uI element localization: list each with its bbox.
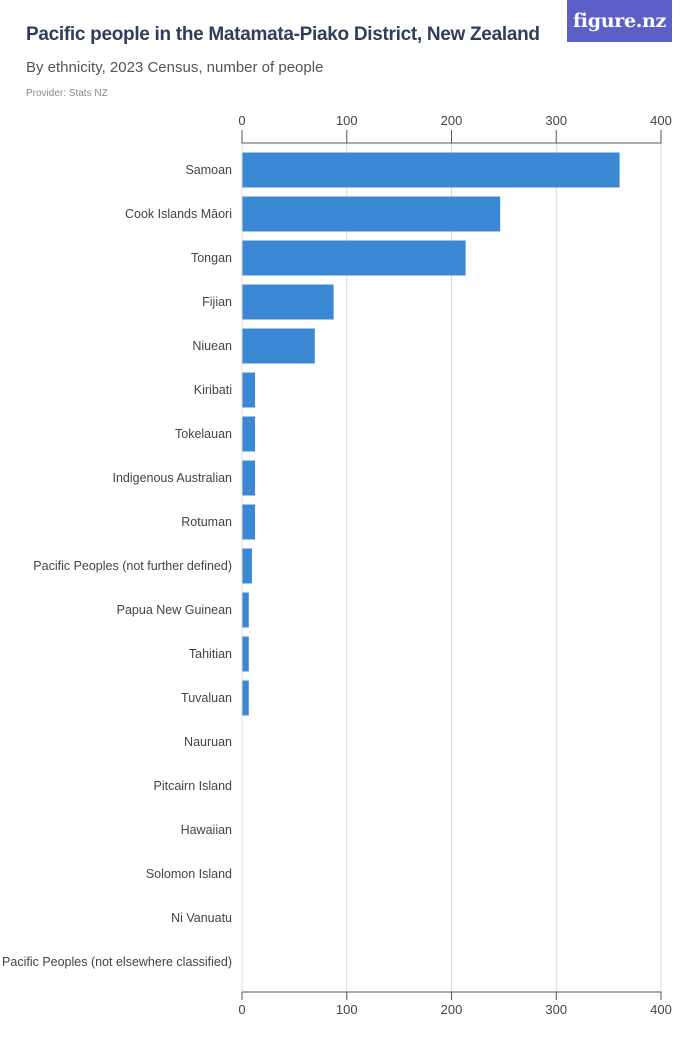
category-label: Ni Vanuatu (171, 911, 232, 925)
bottom-tick-label: 100 (336, 1002, 358, 1017)
top-tick-label: 100 (336, 113, 358, 128)
category-label: Papua New Guinean (117, 603, 232, 617)
category-labels: Samoan Cook Islands Māori Tongan Fijian Niue… (2, 163, 232, 969)
top-tick-label: 400 (650, 113, 672, 128)
category-label: Hawaiian (181, 823, 232, 837)
category-label: Niuean (192, 339, 232, 353)
category-label: Tongan (191, 251, 232, 265)
category-label: Pacific Peoples (not further defined) (33, 559, 232, 573)
bar-cook-islands-m-ori[interactable] (242, 196, 501, 232)
bar-pacific-peoples-not-further-defined[interactable] (242, 548, 252, 584)
bar-rotuman[interactable] (242, 504, 256, 540)
bar-tongan[interactable] (242, 240, 466, 276)
top-tick-label: 0 (238, 113, 245, 128)
category-label: Cook Islands Māori (125, 207, 232, 221)
bar-tahitian[interactable] (242, 636, 249, 672)
bar-papua-new-guinean[interactable] (242, 592, 249, 628)
category-label: Fijian (202, 295, 232, 309)
category-label: Rotuman (181, 515, 232, 529)
bottom-tick-label: 0 (238, 1002, 245, 1017)
chart-subtitle: By ethnicity, 2023 Census, number of peo… (26, 59, 324, 76)
category-label: Solomon Island (146, 867, 232, 881)
bar-samoan[interactable] (242, 152, 620, 188)
category-label: Samoan (185, 163, 232, 177)
axis-ticks: 0 0 100 100 200 200 300 300 400 400 (238, 113, 671, 1017)
bar-tuvaluan[interactable] (242, 680, 249, 716)
category-label: Kiribati (194, 383, 232, 397)
chart-title: Pacific people in the Matamata-Piako Dis… (26, 24, 540, 45)
category-label: Pacific Peoples (not elsewhere classifie… (2, 955, 232, 969)
category-label: Pitcairn Island (153, 779, 232, 793)
category-label: Tahitian (189, 647, 232, 661)
figure-nz-logo[interactable]: figure.nz (567, 0, 672, 42)
gridlines (241, 143, 662, 992)
top-tick-label: 200 (441, 113, 463, 128)
bottom-tick-label: 200 (441, 1002, 463, 1017)
bar-indigenous-australian[interactable] (242, 460, 256, 496)
category-label: Nauruan (184, 735, 232, 749)
bar-niuean[interactable] (242, 328, 315, 364)
bottom-tick-label: 400 (650, 1002, 672, 1017)
top-tick-label: 300 (545, 113, 567, 128)
bottom-tick-label: 300 (545, 1002, 567, 1017)
bar-fijian[interactable] (242, 284, 334, 320)
data-provider: Provider: Stats NZ (26, 88, 108, 99)
category-label: Tokelauan (175, 427, 232, 441)
bars (242, 152, 620, 716)
category-label: Tuvaluan (181, 691, 232, 705)
bar-tokelauan[interactable] (242, 416, 256, 452)
bar-kiribati[interactable] (242, 372, 256, 408)
category-label: Indigenous Australian (112, 471, 232, 485)
